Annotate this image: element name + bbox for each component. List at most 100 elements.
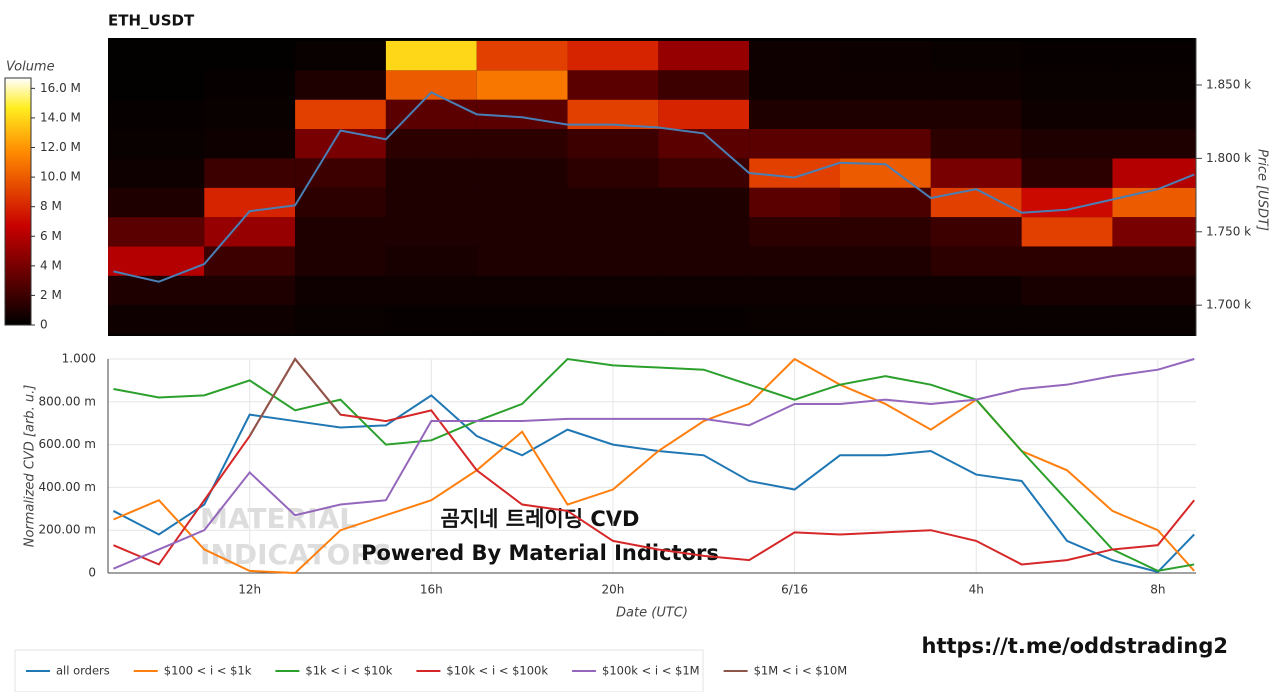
heatmap-cell xyxy=(567,158,659,188)
heatmap-cell xyxy=(476,70,568,100)
heatmap-cell xyxy=(204,305,296,335)
heatmap-cell xyxy=(658,275,750,306)
heatmap-cell xyxy=(567,217,659,247)
heatmap-cell xyxy=(204,70,296,100)
y-tick-label: 1.850 k xyxy=(1206,77,1251,91)
heatmap-cell xyxy=(295,305,386,335)
heatmap-cell xyxy=(567,305,659,335)
heatmap-cell xyxy=(295,129,386,159)
heatmap-cell xyxy=(295,40,386,71)
heatmap-cell xyxy=(108,158,205,188)
chart-title: ETH_USDT xyxy=(108,12,195,30)
heatmap-cell xyxy=(749,217,840,247)
heatmap-cell xyxy=(839,40,931,71)
series-line xyxy=(248,357,342,437)
heatmap-cell xyxy=(1021,275,1113,306)
heatmap-cell xyxy=(1021,305,1113,335)
heatmap-cell xyxy=(839,187,931,218)
heatmap-cell xyxy=(1021,217,1113,247)
heatmap-cell xyxy=(204,129,296,159)
heatmap-cell xyxy=(476,275,568,306)
heatmap-cell xyxy=(108,217,205,247)
colorbar-tick-label: 8 M xyxy=(40,199,62,213)
y-tick-label: 1.700 k xyxy=(1206,298,1251,312)
heatmap-cell xyxy=(204,217,296,247)
heatmap-cell xyxy=(930,217,1022,247)
heatmap-cell xyxy=(1021,129,1113,159)
legend: all orders $100 < i < $1k $1k < i < $10k $1… xyxy=(26,664,847,678)
heatmap-cell xyxy=(295,217,386,247)
heatmap-cell xyxy=(385,246,477,276)
heatmap-cell xyxy=(108,305,205,335)
heatmap-cell xyxy=(658,187,750,218)
y-tick-label: 200.00 m xyxy=(39,523,97,537)
heatmap-cell xyxy=(930,187,1022,218)
heatmap-cell xyxy=(658,70,750,100)
heatmap-cell xyxy=(385,40,477,71)
y-tick-label: 400.00 m xyxy=(39,480,97,494)
legend-label: $10k < i < $100k xyxy=(446,664,548,678)
price-line xyxy=(113,91,1195,283)
heatmap-cell xyxy=(385,305,477,335)
heatmap-cell xyxy=(476,305,568,335)
y-axis-title: Price [USDT] xyxy=(1255,149,1270,231)
heatmap-cell xyxy=(204,275,296,306)
heatmap-cell xyxy=(1112,70,1196,100)
heatmap-cell xyxy=(295,275,386,306)
heatmap-cell xyxy=(1112,40,1196,71)
heatmap-cell xyxy=(1021,99,1113,130)
heatmap-cell xyxy=(567,70,659,100)
heatmap-cell xyxy=(839,275,931,306)
heatmap-cell xyxy=(658,217,750,247)
heatmap-cell xyxy=(749,158,840,188)
heatmap-cell xyxy=(295,187,386,218)
annotation: Powered By Material Indictors xyxy=(361,541,719,565)
heatmap-cell xyxy=(749,70,840,100)
heatmap-cell xyxy=(108,246,205,276)
heatmap-cell xyxy=(1112,99,1196,130)
heatmap-cell xyxy=(930,70,1022,100)
heatmap-cell xyxy=(658,246,750,276)
heatmap-cell xyxy=(1021,246,1113,276)
colorbar-tick-label: 10.0 M xyxy=(40,170,81,184)
colorbar-tick-label: 6 M xyxy=(40,229,62,243)
heatmap-cell xyxy=(385,187,477,218)
colorbar-title: Volume xyxy=(6,60,55,75)
heatmap-cell xyxy=(839,70,931,100)
legend-label: $100 < i < $1k xyxy=(164,664,252,678)
heatmap-cell xyxy=(108,70,205,100)
heatmap-cell xyxy=(930,158,1022,188)
heatmap-cell xyxy=(204,246,296,276)
x-tick-label: 20h xyxy=(602,583,625,597)
heatmap-cell xyxy=(930,99,1022,130)
y-tick-label: 600.00 m xyxy=(39,437,97,451)
x-tick-label: 8h xyxy=(1150,583,1165,597)
heatmap-cell xyxy=(476,187,568,218)
y-tick-label: 1.800 k xyxy=(1206,151,1251,165)
series-line xyxy=(113,358,1195,570)
heatmap-cell xyxy=(658,158,750,188)
heatmap-cell xyxy=(749,129,840,159)
legend-label: $100k < i < $1M xyxy=(602,664,700,678)
colorbar-tick-label: 2 M xyxy=(40,288,62,302)
heatmap-cell xyxy=(295,99,386,130)
heatmap-cell xyxy=(1021,70,1113,100)
heatmap-cell xyxy=(749,99,840,130)
heatmap-cell xyxy=(567,246,659,276)
heatmap-cell xyxy=(295,246,386,276)
heatmap-cell xyxy=(1112,129,1196,159)
colorbar-tick-label: 0 xyxy=(40,318,48,332)
link-text: https://t.me/oddstrading2 xyxy=(922,634,1229,658)
heatmap-cell xyxy=(1112,217,1196,247)
heatmap-cell xyxy=(385,129,477,159)
heatmap-cell xyxy=(476,158,568,188)
heatmap-cell xyxy=(385,217,477,247)
y-tick-label: 0 xyxy=(88,566,96,580)
heatmap-cell xyxy=(658,305,750,335)
heatmap-cell xyxy=(930,129,1022,159)
heatmap-cell xyxy=(1112,187,1196,218)
heatmap-cell xyxy=(567,40,659,71)
heatmap-cell xyxy=(108,129,205,159)
colorbar-tick-label: 4 M xyxy=(40,258,62,272)
colorbar-tick-label: 16.0 M xyxy=(40,81,81,95)
